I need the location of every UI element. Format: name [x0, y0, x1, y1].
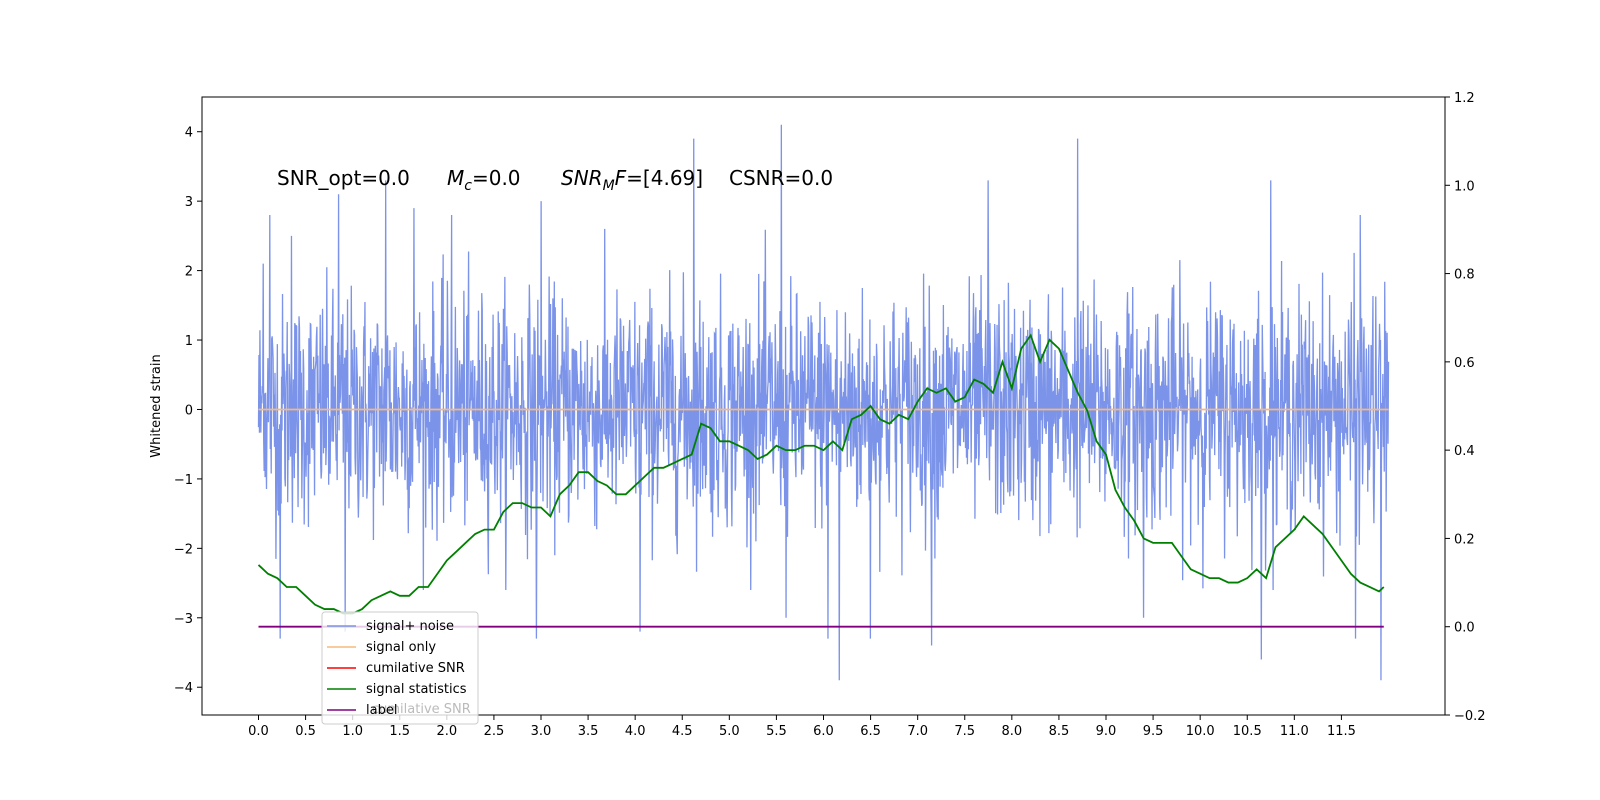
x-tick-label: 5.5 [766, 724, 787, 739]
legend: cumilative SNR signal+ noise signal only… [321, 611, 479, 725]
signal-noise-line [257, 124, 1390, 681]
legend-label-cumulative-snr: cumilative SNR [366, 661, 465, 676]
x-tick-label: 1.5 [389, 724, 410, 739]
mc-annotation: Mc=0.0 [447, 166, 521, 194]
mc-symbol: M [447, 166, 464, 190]
x-tick-label: 1.0 [342, 724, 363, 739]
signal-statistics-line [257, 333, 1385, 615]
y2-tick-label: 1.0 [1454, 179, 1475, 194]
legend-box [321, 611, 479, 725]
y-tick-label: −1 [174, 473, 193, 488]
csnr-annotation: CSNR=0.0 [729, 166, 833, 190]
y-tick-label: 0 [185, 403, 193, 418]
x-tick-label: 9.5 [1143, 724, 1164, 739]
x-tick-label: 6.0 [813, 724, 834, 739]
y2-tick-label: 0.8 [1454, 268, 1475, 283]
x-tick-label: 3.0 [531, 724, 552, 739]
snrmf-value: =[4.69] [626, 166, 703, 190]
x-tick-label: 6.5 [860, 724, 881, 739]
x-tick-label: 2.5 [484, 724, 505, 739]
x-tick-label: 4.5 [672, 724, 693, 739]
legend-ghost-text: cumilative SNR [372, 702, 471, 717]
y2-tick-label: 0.6 [1454, 356, 1475, 371]
y-tick-label: −2 [174, 542, 193, 557]
y2-tick-label: −0.2 [1454, 709, 1486, 724]
y-axis-left: 4 3 2 1 0 −1 −2 −3 −4 [174, 126, 202, 696]
snrmf-subscript: M [603, 178, 615, 194]
x-tick-label: 11.5 [1327, 724, 1356, 739]
signal-noise-series [257, 124, 1390, 681]
y-axis-right: 1.2 1.0 0.8 0.6 0.4 0.2 0.0 −0.2 [1445, 91, 1486, 724]
legend-label-label: label [366, 703, 397, 718]
x-tick-label: 3.5 [578, 724, 599, 739]
annotation-row: SNR_opt=0.0 Mc=0.0 SNRMF=[4.69] CSNR=0.0 [277, 166, 833, 194]
snr-opt-annotation: SNR_opt=0.0 [277, 166, 410, 190]
snrmf-F: F [615, 166, 627, 190]
x-tick-label: 7.5 [954, 724, 975, 739]
mc-subscript: c [464, 178, 472, 194]
y2-tick-label: 0.0 [1454, 621, 1475, 636]
x-axis: 0.0 0.5 1.0 1.5 2.0 2.5 3.0 3.5 4.0 4.5 5.0 5.5 6.0 6… [248, 715, 1356, 739]
x-tick-label: 8.5 [1049, 724, 1070, 739]
y-tick-label: 2 [185, 265, 193, 280]
y-tick-label: −4 [174, 681, 193, 696]
x-tick-label: 11.0 [1280, 724, 1309, 739]
x-tick-label: 9.0 [1096, 724, 1117, 739]
snrmf-annotation: SNRMF=[4.69] [561, 166, 703, 194]
x-tick-label: 0.0 [248, 724, 269, 739]
x-tick-label: 10.5 [1233, 724, 1262, 739]
x-tick-label: 4.0 [625, 724, 646, 739]
y-tick-label: 4 [185, 126, 193, 141]
y-tick-label: 3 [185, 195, 193, 210]
y-tick-label: 1 [185, 334, 193, 349]
x-tick-label: 8.0 [1001, 724, 1022, 739]
x-tick-label: 10.0 [1186, 724, 1215, 739]
legend-label-signal-only: signal only [366, 640, 436, 655]
x-tick-label: 2.0 [436, 724, 457, 739]
snrmf-symbol: SNR [561, 166, 603, 190]
x-tick-label: 7.0 [907, 724, 928, 739]
y2-tick-label: 1.2 [1454, 91, 1475, 106]
y-tick-label: −3 [174, 612, 193, 627]
mc-value: =0.0 [472, 166, 521, 190]
y-axis-label: Whitened strain [149, 354, 164, 457]
legend-label-signal-noise: signal+ noise [366, 619, 454, 634]
x-tick-label: 0.5 [295, 724, 316, 739]
y2-tick-label: 0.2 [1454, 532, 1475, 547]
x-tick-label: 5.0 [719, 724, 740, 739]
legend-label-signal-statistics: signal statistics [366, 682, 467, 697]
y2-tick-label: 0.4 [1454, 444, 1475, 459]
